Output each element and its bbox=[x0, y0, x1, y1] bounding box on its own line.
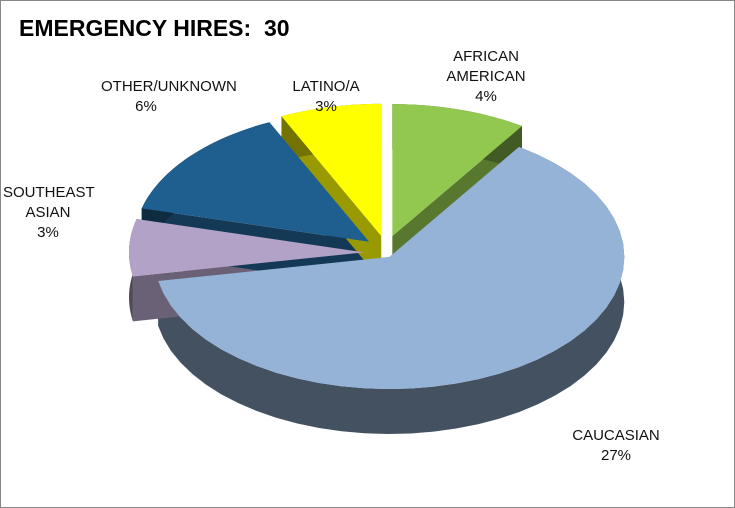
data-label: LATINO/A 3% bbox=[281, 77, 371, 117]
slice bbox=[129, 218, 365, 277]
slice bbox=[158, 146, 625, 389]
category-label: LATINO/A bbox=[292, 78, 360, 95]
value-label: 27% bbox=[600, 447, 632, 464]
slice bbox=[141, 122, 370, 242]
category-label: SOUTHEAST ASIAN bbox=[3, 184, 95, 221]
category-label: CAUCASIAN bbox=[572, 427, 660, 444]
data-label: CAUCASIAN 27% bbox=[561, 426, 671, 466]
data-label: SOUTHEAST ASIAN 3% bbox=[3, 183, 95, 243]
value-label: 3% bbox=[315, 98, 337, 115]
value-label: 4% bbox=[475, 88, 497, 105]
value-label: 6% bbox=[135, 98, 157, 115]
category-label: OTHER/UNKNOWN bbox=[101, 78, 237, 95]
value-label: 3% bbox=[37, 224, 59, 241]
category-label: AFRICAN AMERICAN bbox=[446, 48, 526, 85]
slice bbox=[392, 104, 523, 237]
data-label: OTHER/UNKNOWN 6% bbox=[101, 77, 237, 117]
chart-title: EMERGENCY HIRES: 30 bbox=[19, 15, 290, 41]
data-label: AFRICAN AMERICAN 4% bbox=[431, 47, 541, 107]
slice bbox=[281, 103, 382, 236]
